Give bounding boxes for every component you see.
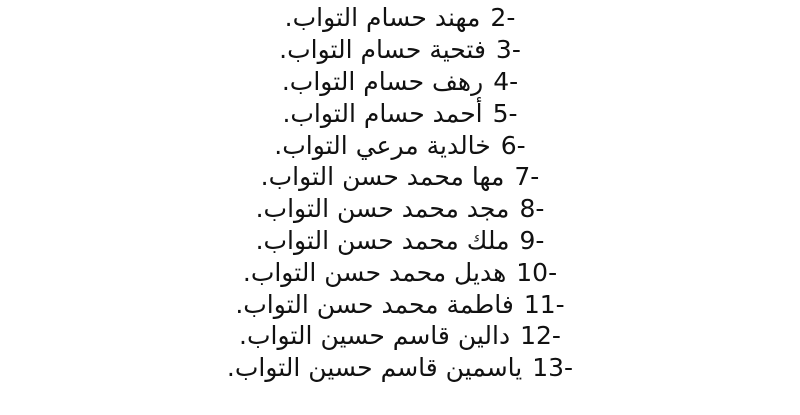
item-name: ياسمين قاسم حسين التواب. — [226, 353, 523, 383]
item-name: رهف حسام التواب. — [281, 66, 484, 96]
item-name: فتحية حسام التواب. — [279, 35, 486, 65]
item-number: 10- — [516, 257, 558, 287]
item-name: أحمد حسام التواب. — [282, 98, 483, 128]
item-number: 11- — [523, 289, 565, 319]
list-item: دالين قاسم حسين التواب. 12- — [0, 320, 800, 352]
item-number: 8- — [519, 194, 545, 224]
item-number: 12- — [520, 321, 561, 351]
item-number: 5- — [492, 98, 518, 128]
item-number: 6- — [500, 130, 526, 160]
item-number: 13- — [532, 353, 574, 383]
list-item: فتحية حسام التواب. 3- — [0, 34, 800, 66]
list-item: ملك محمد حسن التواب. 9- — [0, 225, 800, 257]
item-name: دالين قاسم حسين التواب. — [239, 321, 511, 351]
list-item: مها محمد حسن التواب. 7- — [0, 161, 800, 193]
list-item: أحمد حسام التواب. 5- — [0, 97, 800, 129]
item-name: فاطمة محمد حسن التواب. — [235, 289, 514, 319]
item-number: 3- — [495, 35, 521, 65]
item-name: مهند حسام التواب. — [284, 3, 481, 33]
item-name: مجد محمد حسن التواب. — [255, 194, 510, 224]
list-item: رهف حسام التواب. 4- — [0, 66, 800, 98]
item-name: مها محمد حسن التواب. — [260, 162, 505, 192]
item-number: 9- — [519, 225, 545, 255]
list-item: مجد محمد حسن التواب. 8- — [0, 193, 800, 225]
list-item: مهند حسام التواب. 2- — [0, 2, 800, 34]
list-item: هديل محمد حسن التواب. 10- — [0, 256, 800, 288]
item-name: هديل محمد حسن التواب. — [242, 257, 507, 287]
item-number: 4- — [493, 66, 519, 96]
item-name: ملك محمد حسن التواب. — [255, 225, 510, 255]
item-name: خالدية مرعي التواب. — [274, 130, 491, 160]
names-list: مهند حسام التواب. 2- فتحية حسام التواب. 3- ر… — [0, 2, 800, 384]
item-number: 7- — [514, 162, 540, 192]
item-number: 2- — [490, 3, 516, 33]
list-item: فاطمة محمد حسن التواب. 11- — [0, 288, 800, 320]
list-item: ياسمين قاسم حسين التواب. 13- — [0, 352, 800, 384]
list-item: خالدية مرعي التواب. 6- — [0, 129, 800, 161]
